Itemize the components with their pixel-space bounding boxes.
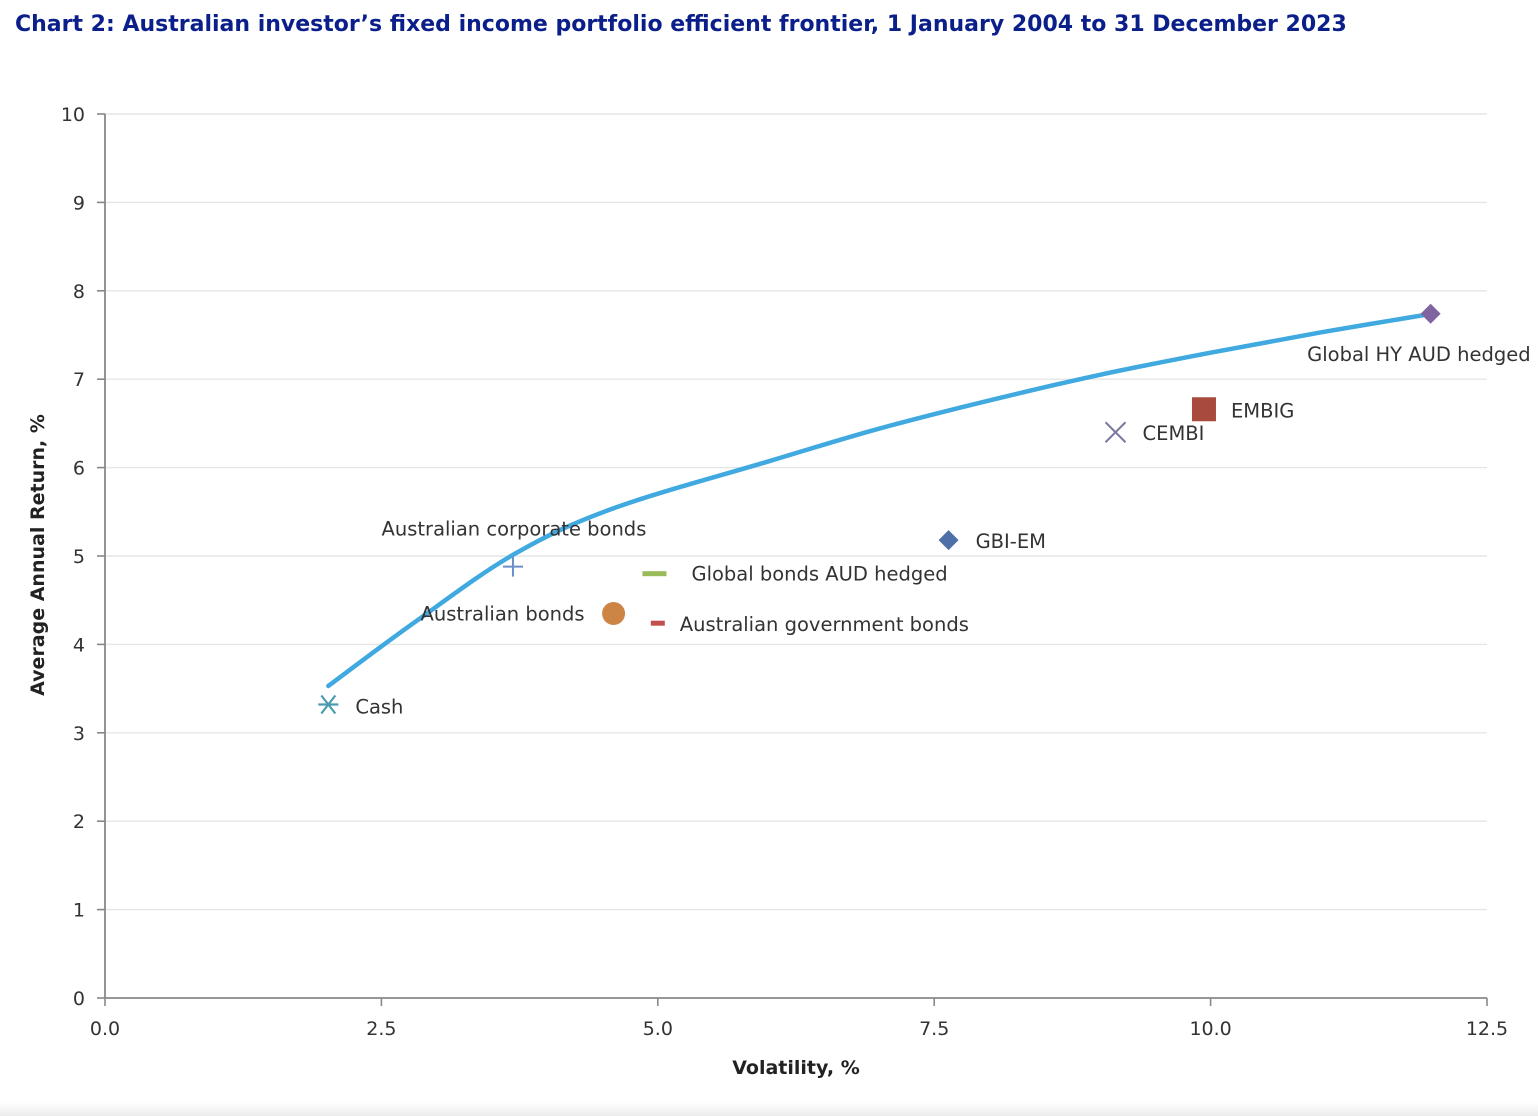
data-label: Global HY AUD hedged — [1307, 343, 1531, 366]
y-tick-label: 3 — [73, 723, 85, 745]
y-tick-label: 7 — [73, 369, 85, 391]
x-axis-title: Volatility, % — [732, 1057, 860, 1079]
data-point-australian-government-bonds — [650, 620, 665, 626]
grid-lines — [105, 113, 1487, 911]
data-label: Australian bonds — [421, 602, 585, 625]
y-tick-label: 1 — [73, 900, 85, 922]
y-tick-label: 4 — [73, 634, 85, 656]
data-point-global-bonds-aud-hedged — [642, 571, 667, 577]
y-tick-label: 2 — [73, 811, 85, 833]
data-point-embig — [1191, 397, 1216, 422]
x-tick-label: 2.5 — [366, 1018, 396, 1040]
y-tick-label: 9 — [73, 192, 85, 214]
x-tick-label: 0.0 — [90, 1018, 120, 1040]
data-point-australian-bonds — [602, 601, 626, 625]
chart-title: Chart 2: Australian investor’s fixed inc… — [15, 12, 1347, 37]
y-axis: 0 1 2 3 4 5 6 7 8 9 10 — [61, 104, 106, 1010]
data-point-gbi-em — [938, 530, 959, 551]
labels-layer: Cash Australian corporate bonds Australian… — [355, 343, 1530, 719]
data-point-global-hy-aud-hedged — [1420, 303, 1441, 324]
y-tick-label: 0 — [73, 988, 85, 1010]
points-layer — [318, 303, 1441, 715]
x-tick-label: 5.0 — [643, 1018, 673, 1040]
data-label: Cash — [355, 696, 403, 719]
efficient-frontier-line — [326, 311, 1434, 689]
data-label: Global bonds AUD hedged — [691, 563, 947, 586]
data-label: EMBIG — [1231, 399, 1294, 422]
x-tick-label: 12.5 — [1466, 1018, 1508, 1040]
y-tick-label: 8 — [73, 281, 85, 303]
data-point-cash — [318, 694, 339, 715]
footer-band — [0, 1102, 1538, 1116]
x-tick-label: 7.5 — [919, 1018, 949, 1040]
data-point-australian-corporate-bonds — [502, 556, 523, 577]
frontier-layer — [326, 311, 1434, 689]
data-label: Australian government bonds — [680, 613, 969, 636]
y-tick-label: 6 — [73, 458, 85, 480]
data-label: Australian corporate bonds — [382, 518, 647, 541]
y-tick-label: 5 — [73, 546, 85, 568]
x-axis: 0.0 2.5 5.0 7.5 10.0 12.5 — [90, 997, 1508, 1040]
y-axis-title: Average Annual Return, % — [27, 414, 49, 696]
data-label: GBI-EM — [976, 530, 1046, 553]
x-tick-label: 10.0 — [1189, 1018, 1231, 1040]
data-label: CEMBI — [1143, 422, 1205, 445]
y-tick-label: 10 — [61, 104, 85, 126]
data-point-cembi — [1104, 421, 1127, 443]
